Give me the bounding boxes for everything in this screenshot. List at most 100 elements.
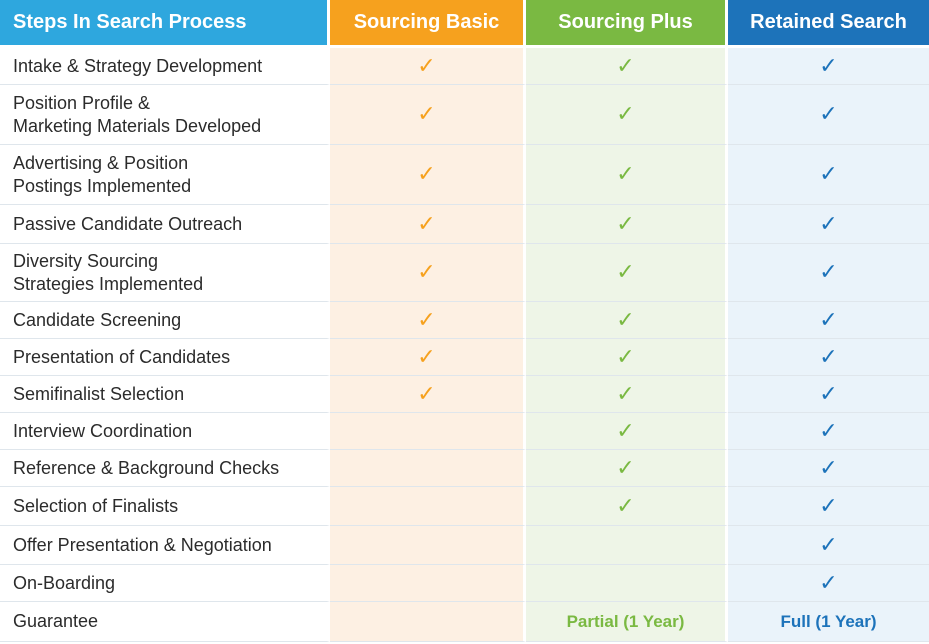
step-line: Postings Implemented [13, 175, 192, 196]
cell-sourcing-plus: ✓ [526, 450, 728, 487]
step-line: Candidate Screening [13, 309, 182, 330]
checkmark-icon: ✓ [616, 306, 635, 332]
step-line: Strategies Implemented [13, 273, 204, 294]
header-retained-search: Retained Search [728, 0, 929, 48]
checkmark-icon: ✓ [417, 380, 436, 406]
cell-sourcing-basic: ✓ [330, 85, 526, 145]
cell-retained-search: ✓ [728, 205, 929, 244]
step-line: Reference & Background Checks [13, 457, 280, 478]
cell-sourcing-basic: ✓ [330, 244, 526, 302]
step-line: Position Profile & [13, 92, 151, 113]
cell-sourcing-plus: ✓ [526, 376, 728, 413]
checkmark-icon: ✓ [616, 101, 635, 126]
cell-retained-search: ✓ [728, 526, 929, 565]
checkmark-icon: ✓ [616, 161, 635, 186]
step-line: Diversity Sourcing [13, 250, 159, 271]
checkmark-icon: ✓ [616, 454, 635, 480]
cell-sourcing-plus: ✓ [526, 205, 728, 244]
cell-sourcing-plus [526, 526, 728, 565]
cell-sourcing-basic: ✓ [330, 339, 526, 376]
checkmark-icon: ✓ [819, 531, 838, 557]
step-name: Offer Presentation & Negotiation [0, 526, 330, 565]
cell-sourcing-basic [330, 565, 526, 602]
checkmark-icon: ✓ [417, 343, 436, 369]
table-row: Position Profile & Marketing Materials De… [0, 85, 929, 145]
cell-retained-search: ✓ [728, 302, 929, 339]
checkmark-icon: ✓ [616, 380, 635, 406]
cell-sourcing-plus: ✓ [526, 145, 728, 205]
cell-sourcing-plus: Partial (1 Year) [526, 602, 728, 642]
cell-sourcing-basic: ✓ [330, 376, 526, 413]
checkmark-icon: ✓ [819, 343, 838, 369]
checkmark-icon: ✓ [819, 161, 838, 186]
step-name: Selection of Finalists [0, 487, 330, 526]
step-name: Presentation of Candidates [0, 339, 330, 376]
step-name: Interview Coordination [0, 413, 330, 450]
step-line: Interview Coordination [13, 420, 193, 441]
checkmark-icon: ✓ [616, 210, 635, 236]
cell-sourcing-basic [330, 450, 526, 487]
cell-sourcing-basic [330, 602, 526, 642]
table-row: Presentation of Candidates ✓ ✓ ✓ [0, 339, 929, 376]
cell-retained-search: ✓ [728, 487, 929, 526]
guarantee-retained-search: Full (1 Year) [780, 611, 877, 631]
cell-retained-search: ✓ [728, 413, 929, 450]
step-line: Selection of Finalists [13, 495, 179, 516]
cell-retained-search: ✓ [728, 48, 929, 85]
step-name: Passive Candidate Outreach [0, 205, 330, 244]
header-sourcing-basic: Sourcing Basic [330, 0, 526, 48]
cell-retained-search: ✓ [728, 339, 929, 376]
checkmark-icon: ✓ [819, 492, 838, 518]
checkmark-icon: ✓ [819, 380, 838, 406]
checkmark-icon: ✓ [819, 210, 838, 236]
step-name: On-Boarding [0, 565, 330, 602]
header-sourcing-plus: Sourcing Plus [526, 0, 728, 48]
table-row: Guarantee Partial (1 Year) Full (1 Year) [0, 602, 929, 642]
checkmark-icon: ✓ [417, 161, 436, 186]
checkmark-icon: ✓ [819, 259, 838, 284]
step-name: Candidate Screening [0, 302, 330, 339]
checkmark-icon: ✓ [417, 306, 436, 332]
table-row: Candidate Screening ✓ ✓ ✓ [0, 302, 929, 339]
cell-retained-search: ✓ [728, 85, 929, 145]
step-name: Guarantee [0, 602, 330, 642]
checkmark-icon: ✓ [819, 417, 838, 443]
cell-sourcing-plus [526, 565, 728, 602]
step-name: Position Profile & Marketing Materials De… [0, 85, 330, 145]
step-line: Guarantee [13, 611, 99, 631]
step-line: Advertising & Position [13, 152, 189, 173]
cell-sourcing-basic: ✓ [330, 145, 526, 205]
cell-sourcing-basic: ✓ [330, 302, 526, 339]
cell-retained-search: ✓ [728, 450, 929, 487]
checkmark-icon: ✓ [616, 492, 635, 518]
guarantee-sourcing-plus: Partial (1 Year) [566, 611, 685, 631]
checkmark-icon: ✓ [616, 52, 635, 78]
table-body: Intake & Strategy Development ✓ ✓ ✓ Position… [0, 48, 929, 642]
step-name: Advertising & Position Postings Implement… [0, 145, 330, 205]
cell-sourcing-plus: ✓ [526, 413, 728, 450]
checkmark-icon: ✓ [616, 343, 635, 369]
step-name: Intake & Strategy Development [0, 48, 330, 85]
step-line: Presentation of Candidates [13, 346, 231, 367]
cell-sourcing-basic [330, 413, 526, 450]
table-row: Interview Coordination ✓ ✓ [0, 413, 929, 450]
step-line: On-Boarding [13, 572, 116, 593]
step-line: Intake & Strategy Development [13, 55, 263, 76]
checkmark-icon: ✓ [819, 101, 838, 126]
cell-sourcing-plus: ✓ [526, 339, 728, 376]
checkmark-icon: ✓ [819, 569, 838, 595]
table-row: Reference & Background Checks ✓ ✓ [0, 450, 929, 487]
step-name: Semifinalist Selection [0, 376, 330, 413]
cell-sourcing-plus: ✓ [526, 48, 728, 85]
table-row: Diversity Sourcing Strategies Implemented… [0, 244, 929, 302]
step-line: Offer Presentation & Negotiation [13, 534, 272, 555]
checkmark-icon: ✓ [819, 52, 838, 78]
cell-retained-search: ✓ [728, 244, 929, 302]
table-row: Offer Presentation & Negotiation ✓ [0, 526, 929, 565]
header-row: Steps In Search Process Sourcing Basic S… [0, 0, 929, 48]
table-row: Advertising & Position Postings Implement… [0, 145, 929, 205]
step-name: Diversity Sourcing Strategies Implemented [0, 244, 330, 302]
step-line: Marketing Materials Developed [13, 115, 262, 136]
checkmark-icon: ✓ [616, 417, 635, 443]
